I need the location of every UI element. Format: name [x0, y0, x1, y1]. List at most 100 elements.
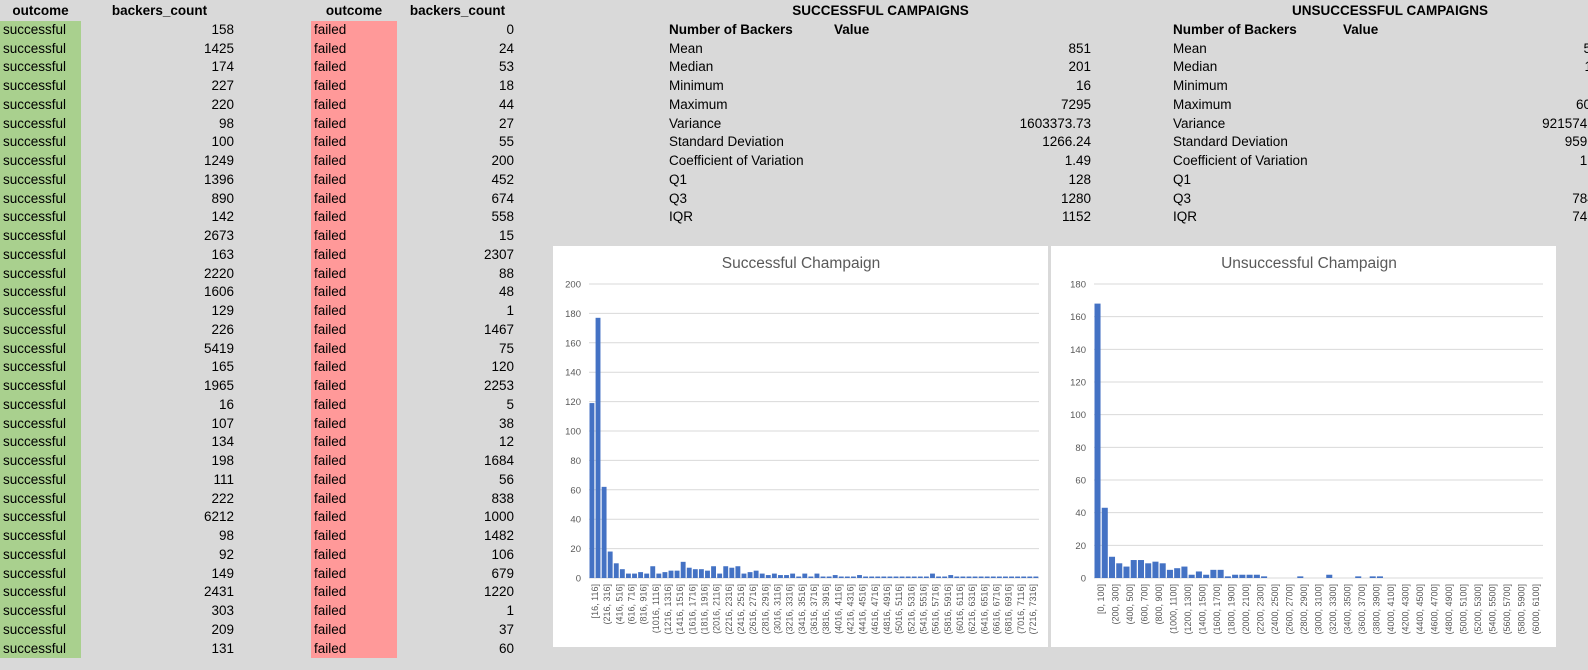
outcome-cell[interactable]: successful: [0, 527, 81, 546]
histogram-bar[interactable]: [1232, 574, 1239, 578]
histogram-bar[interactable]: [838, 576, 844, 578]
outcome-cell[interactable]: successful: [0, 208, 81, 227]
stat-label-cell[interactable]: Q3: [669, 190, 688, 206]
backers-count-cell[interactable]: 222: [211, 490, 234, 506]
histogram-bar[interactable]: [1021, 576, 1027, 578]
backers-count-cell[interactable]: 2431: [203, 584, 234, 600]
histogram-bar[interactable]: [1326, 574, 1333, 578]
backers-count-cell[interactable]: 1249: [203, 153, 234, 168]
outcome-cell[interactable]: successful: [0, 189, 81, 209]
outcome-cell[interactable]: successful: [0, 152, 81, 171]
outcome-cell[interactable]: failed: [311, 527, 397, 546]
histogram-bar[interactable]: [1027, 576, 1033, 578]
stat-label-cell[interactable]: Standard Deviation: [669, 134, 784, 150]
backers-count-cell[interactable]: 558: [491, 209, 514, 225]
histogram-bar[interactable]: [960, 576, 966, 578]
histogram-bar[interactable]: [996, 576, 1002, 578]
histogram-bar[interactable]: [638, 572, 644, 578]
backers-count-cell[interactable]: 158: [211, 21, 234, 37]
histogram-bar[interactable]: [717, 573, 723, 578]
outcome-cell[interactable]: successful: [0, 39, 81, 59]
stat-label-cell[interactable]: Variance: [669, 115, 722, 131]
stat-label-cell[interactable]: Q1: [1173, 171, 1192, 187]
histogram-bar[interactable]: [1224, 576, 1231, 578]
backers-count-cell[interactable]: 37: [498, 621, 514, 637]
backers-count-cell[interactable]: 120: [491, 359, 514, 375]
histogram-bar[interactable]: [1217, 569, 1224, 578]
histogram-bar[interactable]: [972, 576, 978, 578]
outcome-cell[interactable]: successful: [0, 170, 81, 190]
histogram-bar[interactable]: [808, 576, 814, 578]
backers-count-cell[interactable]: 55: [498, 134, 514, 150]
stat-value-cell[interactable]: 1603373.73: [1019, 115, 1091, 131]
stat-label-cell[interactable]: Mean: [669, 40, 703, 56]
histogram-bar[interactable]: [942, 576, 948, 578]
histogram-bar[interactable]: [881, 576, 887, 578]
histogram-bar[interactable]: [1130, 560, 1137, 578]
backers-count-cell[interactable]: 2673: [203, 228, 234, 243]
outcome-cell[interactable]: successful: [0, 414, 81, 434]
histogram-bar[interactable]: [1116, 563, 1123, 578]
backers-count-cell[interactable]: 56: [498, 471, 514, 487]
outcome-cell[interactable]: failed: [311, 470, 397, 490]
outcome-cell[interactable]: failed: [311, 152, 397, 171]
backers-count-cell[interactable]: 134: [211, 434, 234, 450]
histogram-bar[interactable]: [747, 572, 753, 578]
histogram-bar[interactable]: [625, 573, 631, 578]
backers-count-cell[interactable]: 100: [211, 134, 234, 150]
stat-label-cell[interactable]: Standard Deviation: [1173, 134, 1288, 150]
histogram-bar[interactable]: [723, 566, 729, 578]
outcome-cell[interactable]: successful: [0, 470, 81, 490]
stat-label-cell[interactable]: Q1: [669, 171, 688, 187]
histogram-bar[interactable]: [698, 569, 704, 578]
backers-count-cell[interactable]: 220: [211, 96, 234, 112]
outcome-cell[interactable]: failed: [311, 620, 397, 640]
backers-count-cell[interactable]: 890: [211, 190, 234, 206]
histogram-bar[interactable]: [650, 566, 656, 578]
histogram-bar[interactable]: [784, 575, 789, 578]
outcome-cell[interactable]: failed: [311, 95, 397, 115]
outcome-cell[interactable]: successful: [0, 395, 81, 415]
backers-count-cell[interactable]: 1220: [483, 584, 514, 600]
outcome-cell[interactable]: failed: [311, 227, 397, 246]
stat-label-cell[interactable]: Minimum: [669, 78, 724, 93]
outcome-cell[interactable]: successful: [0, 339, 81, 359]
backers-count-cell[interactable]: 16: [218, 396, 234, 412]
histogram-bar[interactable]: [893, 576, 899, 578]
stat-label-cell[interactable]: Maximum: [1173, 96, 1232, 112]
backers-count-cell[interactable]: 5419: [203, 340, 234, 356]
outcome-cell[interactable]: failed: [311, 133, 397, 152]
outcome-cell[interactable]: failed: [311, 208, 397, 227]
histogram-bar[interactable]: [1246, 574, 1253, 578]
histogram-bar[interactable]: [984, 576, 990, 578]
backers-count-cell[interactable]: 2220: [203, 265, 234, 281]
backers-count-cell[interactable]: 131: [211, 640, 234, 656]
histogram-bar[interactable]: [832, 575, 838, 578]
backers-count-cell[interactable]: 1425: [203, 40, 234, 56]
histogram-bar[interactable]: [644, 573, 650, 578]
outcome-cell[interactable]: failed: [311, 245, 397, 265]
backers-count-cell[interactable]: 60: [498, 640, 514, 656]
backers-count-cell[interactable]: 1396: [203, 171, 234, 187]
histogram-bar[interactable]: [711, 566, 717, 578]
successful-histogram-chart[interactable]: Successful Champaign 0 20 40 60 80 100 120 140 16…: [552, 245, 1049, 648]
backers-count-cell[interactable]: 1: [506, 603, 514, 618]
stat-label-cell[interactable]: Variance: [1173, 115, 1226, 131]
backers-count-cell[interactable]: 129: [211, 303, 234, 318]
histogram-bar[interactable]: [1152, 561, 1159, 578]
outcome-cell[interactable]: failed: [311, 602, 397, 621]
histogram-bar[interactable]: [680, 561, 686, 578]
histogram-bar[interactable]: [905, 576, 911, 578]
outcome-cell[interactable]: failed: [311, 452, 397, 471]
stat-value-cell[interactable]: 959.99: [1564, 134, 1588, 150]
histogram-bar[interactable]: [887, 576, 893, 578]
histogram-bar[interactable]: [759, 573, 765, 578]
histogram-bar[interactable]: [692, 569, 698, 578]
histogram-bar[interactable]: [1015, 576, 1021, 578]
stat-label-cell[interactable]: Maximum: [669, 96, 728, 112]
histogram-bar[interactable]: [899, 576, 905, 578]
histogram-bar[interactable]: [826, 576, 832, 578]
stat-label-cell[interactable]: Coefficient of Variation: [669, 153, 804, 168]
backers-count-cell[interactable]: 48: [498, 284, 514, 300]
